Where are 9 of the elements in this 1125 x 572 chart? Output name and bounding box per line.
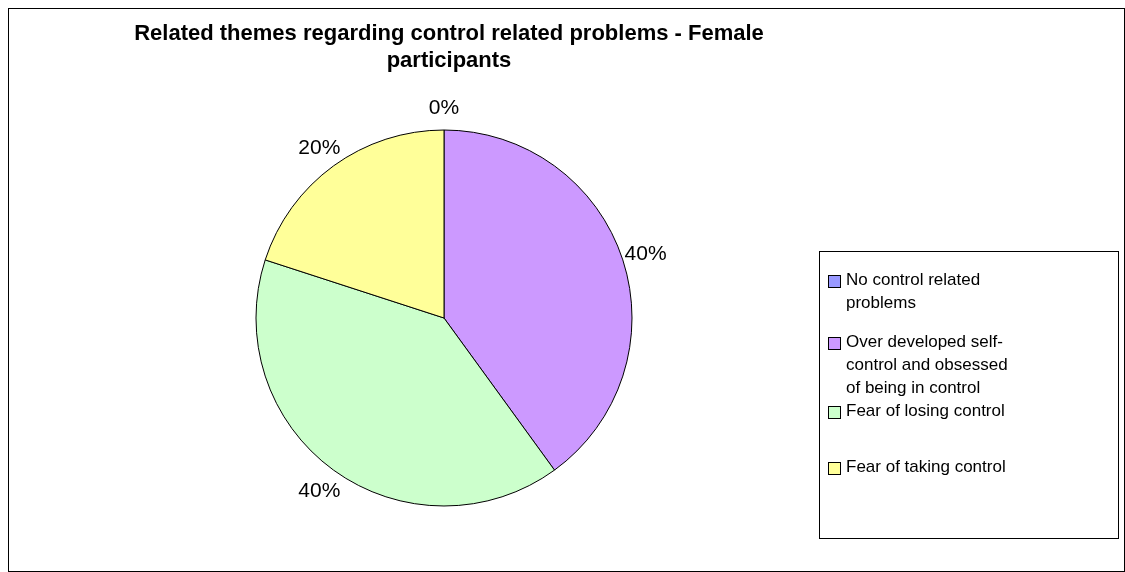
legend-label: Fear of losing control	[846, 400, 1006, 422]
legend-label: No control related problems	[846, 269, 982, 314]
data-label: 20%	[298, 134, 341, 158]
text: 0%	[428, 94, 460, 118]
legend-label: Fear of taking control	[846, 456, 1007, 478]
chart-title: Related themes regarding control related problems - Female participants	[133, 19, 765, 73]
data-label: 40%	[298, 478, 341, 502]
data-label: 40%	[624, 240, 667, 264]
legend-label: Over developed self-control and obsessed of being in control	[846, 331, 1009, 399]
